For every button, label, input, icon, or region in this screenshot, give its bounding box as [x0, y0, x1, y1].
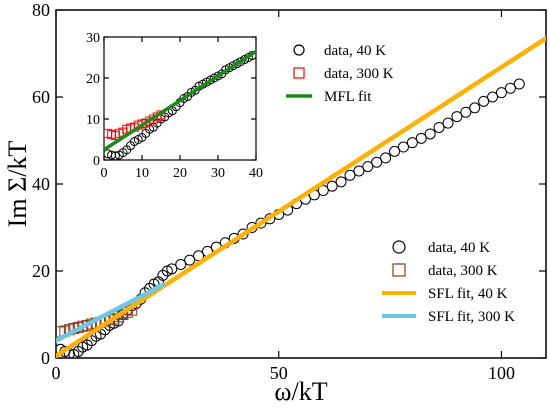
main-point-circle	[478, 95, 490, 107]
main-legend-symbol-square	[392, 263, 406, 277]
main-point-circle	[81, 339, 93, 351]
inset-y-tick-label: 10	[86, 113, 100, 128]
main-point-circle	[184, 254, 196, 266]
main-x-tick-label: 100	[488, 363, 515, 383]
main-y-tick-label: 40	[32, 174, 50, 194]
main-y-tick-label: 0	[41, 348, 50, 368]
main-point-circle	[397, 141, 409, 153]
main-point-circle	[424, 128, 436, 140]
main-y-tick-label: 80	[32, 0, 50, 20]
main-y-axis-title: Im Σ/kT	[3, 141, 32, 228]
inset-y-tick-label: 30	[86, 31, 100, 46]
main-point-circle	[255, 217, 267, 229]
main-point-circle	[362, 161, 374, 173]
main-point-circle	[237, 228, 249, 240]
main-point-circle	[157, 269, 169, 281]
main-legend-label: SFL fit, 40 K	[428, 286, 508, 302]
main-point-circle	[317, 185, 329, 197]
inset-legend-label: data, 40 K	[324, 43, 386, 59]
inset-x-tick-label: 40	[249, 166, 263, 181]
main-y-tick-label: 20	[32, 261, 50, 281]
main-point-circle	[380, 152, 392, 164]
main-legend-label: data, 300 K	[428, 263, 498, 279]
main-point-circle	[415, 132, 427, 144]
inset-x-tick-label: 30	[211, 166, 225, 181]
main-x-tick-label: 50	[270, 363, 288, 383]
main-fit-line	[56, 282, 166, 343]
main-point-circle	[495, 87, 507, 99]
main-point-circle	[86, 335, 98, 347]
main-plot-area	[56, 36, 546, 358]
main-point-circle	[344, 169, 356, 181]
inset-legend-symbol-square	[293, 67, 305, 79]
main-point-circle	[371, 156, 383, 168]
main-point-circle	[353, 165, 365, 177]
main-point-circle	[175, 258, 187, 270]
main-fit-line	[56, 36, 546, 358]
main-point-circle	[166, 263, 178, 275]
main-point-circle	[487, 91, 499, 103]
main-x-tick-label: 0	[52, 363, 61, 383]
main-point-circle	[504, 82, 516, 94]
inset-x-tick-label: 10	[135, 166, 149, 181]
inset-plot-area	[104, 49, 256, 160]
inset-y-tick-label: 0	[93, 154, 100, 169]
main-point-circle	[406, 137, 418, 149]
main-point-circle	[433, 121, 445, 133]
main-point-circle	[513, 78, 525, 90]
inset-legend-symbol-circle	[293, 44, 305, 56]
inset-fit-line	[104, 49, 256, 152]
main-point-circle	[326, 180, 338, 192]
main-point-circle	[469, 102, 481, 114]
main-point-circle	[451, 111, 463, 123]
main-point-circle	[460, 106, 472, 118]
main-point-square	[108, 313, 120, 325]
inset-legend-label: data, 300 K	[324, 66, 394, 82]
main-legend-label: SFL fit, 300 K	[428, 309, 515, 325]
inset-point-circle	[110, 151, 120, 160]
main-point-circle	[442, 117, 454, 129]
inset-y-tick-label: 20	[86, 72, 100, 87]
main-y-tick-label: 60	[32, 87, 50, 107]
main-point-circle	[389, 145, 401, 157]
main-x-axis-title: ω/kT	[274, 377, 327, 406]
main-legend-label: data, 40 K	[428, 240, 490, 256]
inset-x-tick-label: 20	[173, 166, 187, 181]
inset-x-tick-label: 0	[101, 166, 108, 181]
main-point-circle	[72, 345, 84, 357]
main-point-circle	[335, 176, 347, 188]
inset-legend-label: MFL fit	[324, 89, 372, 105]
main-legend-symbol-circle	[392, 240, 406, 254]
